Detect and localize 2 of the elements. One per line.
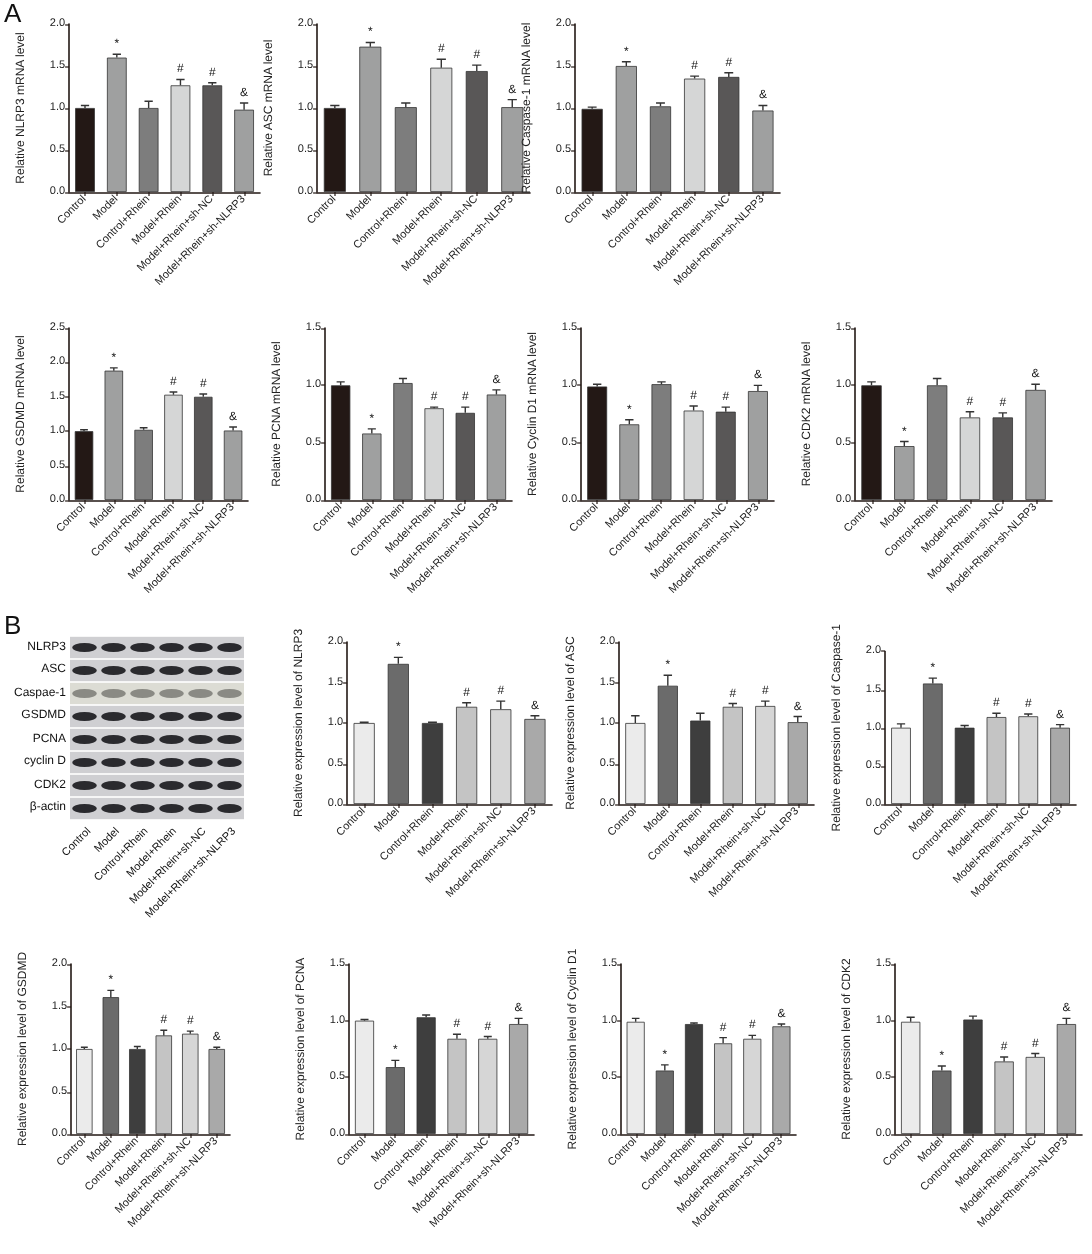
text: A: [4, 0, 22, 28]
text: B: [4, 610, 22, 640]
